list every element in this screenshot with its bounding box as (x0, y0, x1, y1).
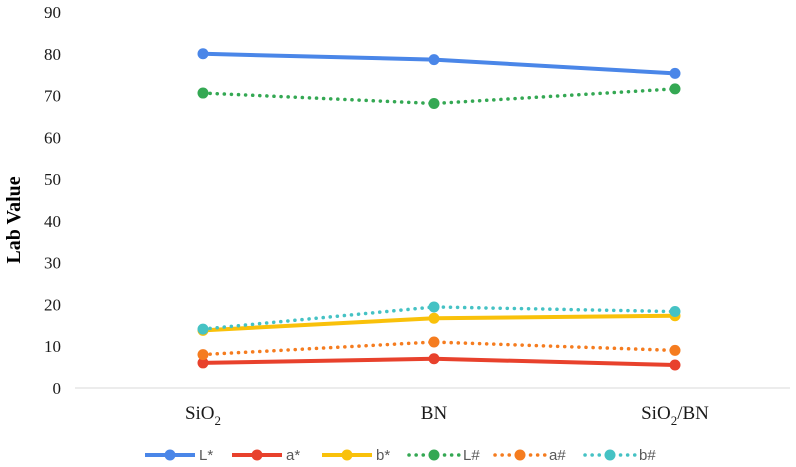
x-tick-base: SiO (641, 403, 671, 424)
data-point (669, 83, 681, 95)
x-axis: SiO2 BN SiO2/BN (75, 387, 790, 428)
legend-item: b* (322, 447, 390, 464)
x-tick-subscript: 2 (671, 413, 678, 428)
series-4 (197, 83, 681, 109)
y-tick-label: 10 (44, 337, 61, 356)
legend-label: L# (463, 447, 480, 464)
x-tick-subscript: 2 (215, 413, 222, 428)
legend-label: a* (286, 447, 300, 464)
legend-item: L* (145, 447, 213, 464)
data-point (197, 349, 209, 361)
series-line (201, 87, 677, 106)
legend-swatch-marker (604, 449, 616, 461)
x-tick-base: BN (421, 403, 448, 424)
series-2 (197, 353, 681, 371)
legend-item: a* (232, 447, 300, 464)
data-point (669, 359, 681, 371)
y-tick-label: 20 (44, 295, 61, 314)
data-point (197, 48, 209, 60)
series-6 (197, 301, 681, 335)
legend-item: L# (407, 447, 480, 464)
x-tick-tail: /BN (677, 403, 709, 424)
series-5 (197, 336, 681, 361)
data-point (428, 336, 440, 348)
y-tick-label: 60 (44, 128, 61, 147)
legend: L* a* b* L# a# b# (145, 447, 656, 464)
series-line (201, 340, 677, 357)
legend-swatch-marker (428, 449, 440, 461)
y-axis-label: Lab Value (3, 176, 25, 263)
legend-label: b# (639, 447, 656, 464)
legend-swatch-marker (341, 449, 353, 461)
y-tick-label: 70 (44, 87, 61, 106)
data-point (197, 357, 209, 369)
data-point (669, 67, 681, 79)
data-point (197, 323, 209, 335)
data-point (428, 54, 440, 66)
series-line (201, 305, 677, 331)
legend-swatch-marker (514, 449, 526, 461)
series-1 (197, 48, 681, 79)
data-point (428, 301, 440, 313)
y-tick-label: 30 (44, 254, 61, 273)
y-tick-label: 80 (44, 45, 61, 64)
data-point (669, 306, 681, 318)
data-point (197, 87, 209, 99)
x-tick-label: SiO2/BN (641, 403, 709, 428)
x-tick-label: BN (421, 403, 448, 424)
series-layer (197, 48, 681, 371)
x-tick-base: SiO (185, 403, 215, 424)
y-tick-label: 50 (44, 170, 61, 189)
x-tick-label: SiO2 (185, 403, 221, 428)
series-line (201, 51, 677, 76)
legend-label: a# (549, 447, 566, 464)
y-tick-label: 40 (44, 212, 61, 231)
legend-label: L* (199, 447, 213, 464)
data-point (669, 344, 681, 356)
legend-swatch-marker (251, 449, 263, 461)
y-tick-label: 0 (53, 379, 62, 398)
y-tick-label: 90 (44, 3, 61, 22)
data-point (428, 353, 440, 365)
legend-label: b* (376, 447, 390, 464)
legend-item: b# (583, 447, 656, 464)
y-axis: 0 10 20 30 40 50 60 70 80 90 (44, 3, 61, 398)
series-3 (197, 310, 681, 336)
data-point (428, 312, 440, 324)
legend-swatch-marker (164, 449, 176, 461)
data-point (428, 97, 440, 109)
legend-item: a# (493, 447, 566, 464)
